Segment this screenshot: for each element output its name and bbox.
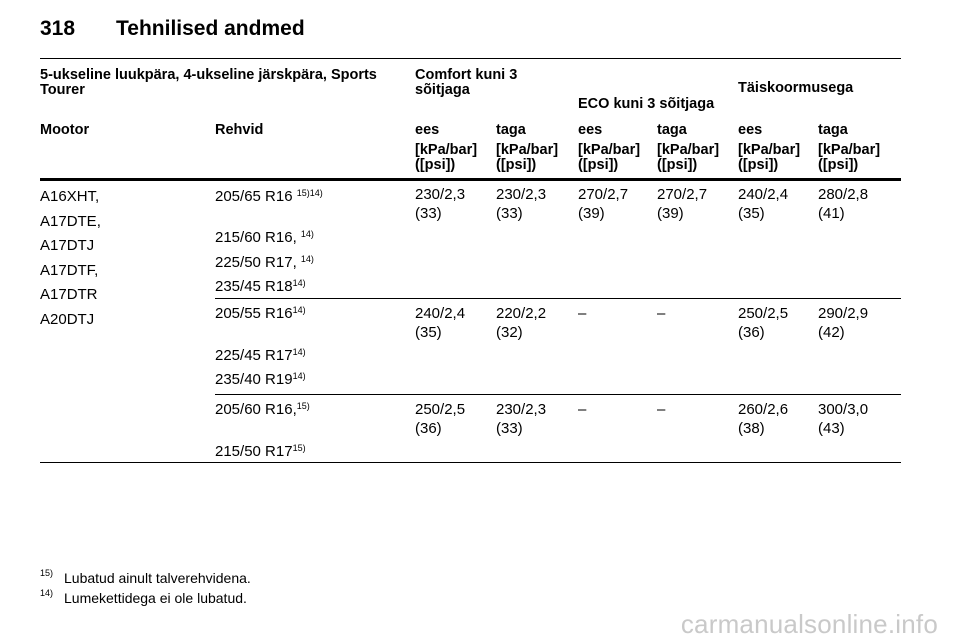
footnote: 14) Lumekettidega ei ole lubatud.: [40, 588, 247, 606]
footnote-ref: 15): [296, 401, 310, 411]
unit-label: [kPa/bar] ([psi]): [818, 142, 881, 173]
header-rule: [40, 58, 901, 59]
eco-header: ECO kuni 3 sõitjaga: [578, 96, 715, 112]
unit-label: [kPa/bar] ([psi]): [415, 142, 478, 173]
footnote-ref: 14): [292, 371, 306, 381]
pressure-rear-eco: 270/2,7 (39): [657, 186, 708, 222]
footnote-text: Lumekettidega ei ole lubatud.: [64, 590, 247, 606]
pressure-rear-comfort: 220/2,2 (32): [496, 305, 547, 341]
pressure-front-comfort: 240/2,4 (35): [415, 305, 466, 341]
tyre-size: 225/45 R1714): [215, 347, 306, 364]
pressure-front-eco: –: [578, 401, 587, 418]
pressure-front-full: 250/2,5 (36): [738, 305, 789, 341]
col-front-full-header: ees: [738, 122, 763, 138]
pressure-rear-comfort: 230/2,3 (33): [496, 401, 547, 437]
pressure-rear-full: 290/2,9 (42): [818, 305, 869, 341]
footnote: 15) Lubatud ainult talverehvidena.: [40, 568, 251, 586]
col-front-comfort-header: ees: [415, 122, 440, 138]
footnote-text: Lubatud ainult talverehvidena.: [64, 570, 251, 586]
col-engine-header: Mootor: [40, 122, 90, 138]
footnote-ref: 14): [300, 229, 314, 239]
page-number: 318: [40, 17, 76, 40]
engine-name: A17DTF,: [40, 261, 99, 279]
engine-list: A16XHT, A17DTE, A17DTJ A17DTF, A17DTR A2…: [40, 185, 101, 332]
group-divider: [215, 394, 901, 395]
vehicle-type-header: 5-ukseline luukpära, 4-ukseline järskpär…: [40, 67, 377, 98]
full-load-header: Täiskoormusega: [738, 80, 854, 96]
tyre-size: 215/50 R1715): [215, 443, 306, 460]
unit-label: [kPa/bar] ([psi]): [496, 142, 559, 173]
pressure-front-eco: 270/2,7 (39): [578, 186, 629, 222]
footnote-ref: 14): [300, 254, 314, 264]
tyre-size: 205/60 R16,15): [215, 401, 310, 418]
col-front-eco-header: ees: [578, 122, 603, 138]
watermark: carmanualsonline.info: [680, 609, 938, 639]
tyre-size: 235/45 R1814): [215, 278, 306, 295]
pressure-front-eco: –: [578, 305, 587, 322]
unit-label: [kPa/bar] ([psi]): [738, 142, 801, 173]
table-bottom-rule: [40, 462, 901, 463]
page-title: Tehnilised andmed: [116, 17, 305, 40]
col-tyres-header: Rehvid: [215, 122, 264, 138]
col-rear-eco-header: taga: [657, 122, 687, 138]
pressure-rear-full: 280/2,8 (41): [818, 186, 869, 222]
pressure-rear-eco: –: [657, 305, 666, 322]
engine-name: A17DTJ: [40, 237, 95, 254]
tyre-size: 215/60 R16, 14): [215, 229, 314, 246]
engine-name: A16XHT,: [40, 188, 100, 205]
engine-name: A17DTE,: [40, 212, 101, 230]
tyre-size: 205/55 R1614): [215, 305, 306, 322]
pressure-rear-full: 300/3,0 (43): [818, 401, 869, 437]
unit-label: [kPa/bar] ([psi]): [657, 142, 720, 173]
pressure-front-comfort: 250/2,5 (36): [415, 401, 466, 437]
footnote-mark: 14): [40, 588, 54, 598]
pressure-rear-eco: –: [657, 401, 666, 418]
pressure-front-full: 260/2,6 (38): [738, 401, 789, 437]
footnote-ref: 15)14): [296, 188, 323, 198]
footnote-ref: 14): [292, 278, 306, 288]
page-header: 318 Tehnilised andmed: [40, 17, 305, 41]
unit-label: [kPa/bar] ([psi]): [578, 142, 641, 173]
footnote-ref: 15): [292, 443, 306, 453]
pressure-front-full: 240/2,4 (35): [738, 186, 789, 222]
footnote-mark: 15): [40, 568, 54, 578]
col-rear-comfort-header: taga: [496, 122, 526, 138]
pressure-front-comfort: 230/2,3 (33): [415, 186, 466, 222]
table-header-rule: [40, 178, 901, 181]
group-divider: [215, 298, 901, 299]
footnote-ref: 14): [292, 305, 306, 315]
comfort-header: Comfort kuni 3 sõitjaga: [415, 67, 518, 98]
tyre-size: 205/65 R16 15)14): [215, 188, 323, 205]
col-rear-full-header: taga: [818, 122, 848, 138]
engine-name: A17DTR: [40, 286, 98, 303]
engine-name: A20DTJ: [40, 310, 95, 328]
tyre-size: 235/40 R1914): [215, 371, 306, 388]
footnote-ref: 14): [292, 347, 306, 357]
tyre-size: 225/50 R17, 14): [215, 254, 314, 271]
pressure-rear-comfort: 230/2,3 (33): [496, 186, 547, 222]
